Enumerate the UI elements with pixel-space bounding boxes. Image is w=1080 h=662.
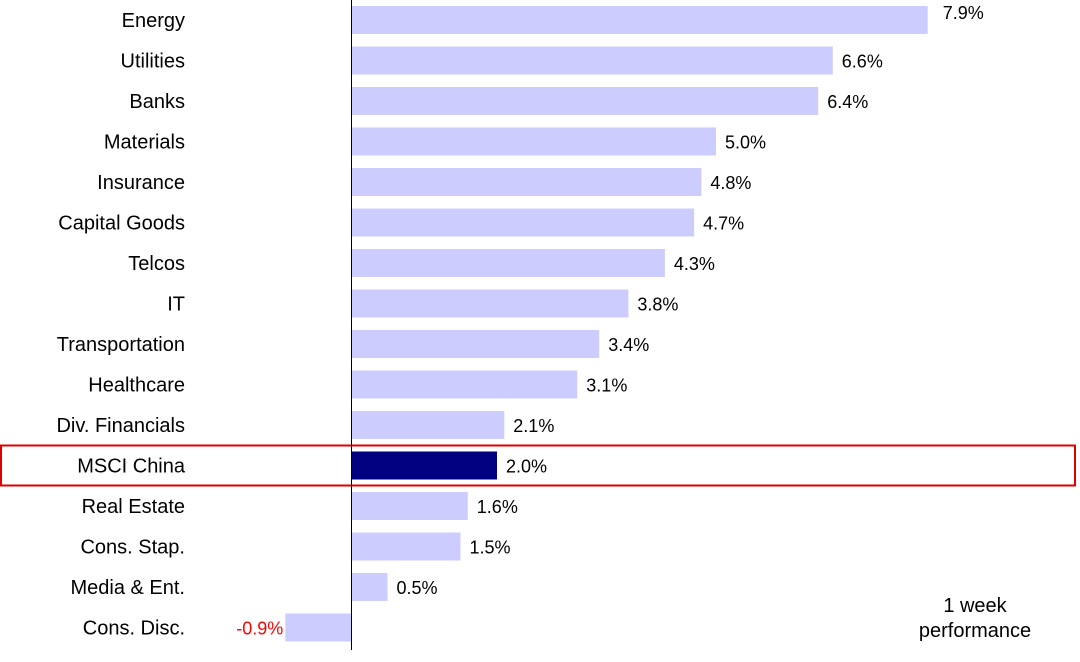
category-label-real-estate: Real Estate [82, 496, 185, 518]
bar-cons-stap [351, 532, 461, 561]
bar-msci-china [351, 451, 497, 480]
category-label-insurance: Insurance [97, 172, 185, 194]
chart-note: 1 week performance [905, 594, 1045, 644]
value-label-div-financials: 2.1% [513, 416, 554, 436]
value-label-materials: 5.0% [725, 133, 766, 153]
category-label-transportation: Transportation [57, 334, 185, 356]
category-label-cons-disc: Cons. Disc. [83, 618, 185, 640]
value-label-healthcare: 3.1% [586, 376, 627, 396]
category-label-div-financials: Div. Financials [56, 415, 185, 437]
value-label-telcos: 4.3% [674, 254, 715, 274]
bar-materials [351, 127, 716, 156]
bar-telcos [351, 249, 665, 277]
category-label-healthcare: Healthcare [88, 375, 185, 397]
value-label-media-and-ent: 0.5% [397, 578, 438, 598]
category-label-capital-goods: Capital Goods [58, 213, 185, 235]
category-label-materials: Materials [104, 132, 185, 154]
bar-media-and-ent [351, 573, 388, 601]
value-label-cons-stap: 1.5% [470, 538, 511, 558]
category-label-telcos: Telcos [128, 253, 185, 275]
value-label-capital-goods: 4.7% [703, 214, 744, 234]
value-label-insurance: 4.8% [710, 173, 751, 193]
highlight-box [0, 444, 1076, 487]
category-label-utilities: Utilities [121, 51, 185, 73]
bar-banks [351, 87, 819, 115]
category-label-media-and-ent: Media & Ent. [70, 577, 185, 599]
value-label-utilities: 6.6% [842, 52, 883, 72]
bar-energy [351, 6, 928, 34]
bar-div-financials [351, 411, 505, 439]
bar-capital-goods [351, 208, 695, 237]
value-label-transportation: 3.4% [608, 335, 649, 355]
category-label-it: IT [167, 294, 185, 316]
bar-cons-disc [285, 613, 351, 642]
category-label-cons-stap: Cons. Stap. [80, 537, 185, 559]
bar-real-estate [351, 492, 468, 520]
value-label-msci-china: 2.0% [506, 457, 547, 477]
value-label-cons-disc: -0.9% [236, 619, 283, 639]
category-label-banks: Banks [129, 91, 185, 113]
value-label-it: 3.8% [637, 295, 678, 315]
category-label-energy: Energy [122, 10, 185, 32]
bar-insurance [351, 168, 702, 196]
category-label-msci-china: MSCI China [77, 456, 186, 478]
value-label-real-estate: 1.6% [477, 497, 518, 517]
bar-healthcare [351, 370, 578, 399]
note-line-1: 1 week [943, 595, 1007, 617]
bar-utilities [351, 46, 833, 75]
value-label-energy: 7.9% [943, 3, 984, 23]
value-label-banks: 6.4% [827, 92, 868, 112]
note-line-2: performance [918, 620, 1032, 642]
bar-it [351, 289, 629, 318]
bar-transportation [351, 330, 600, 358]
